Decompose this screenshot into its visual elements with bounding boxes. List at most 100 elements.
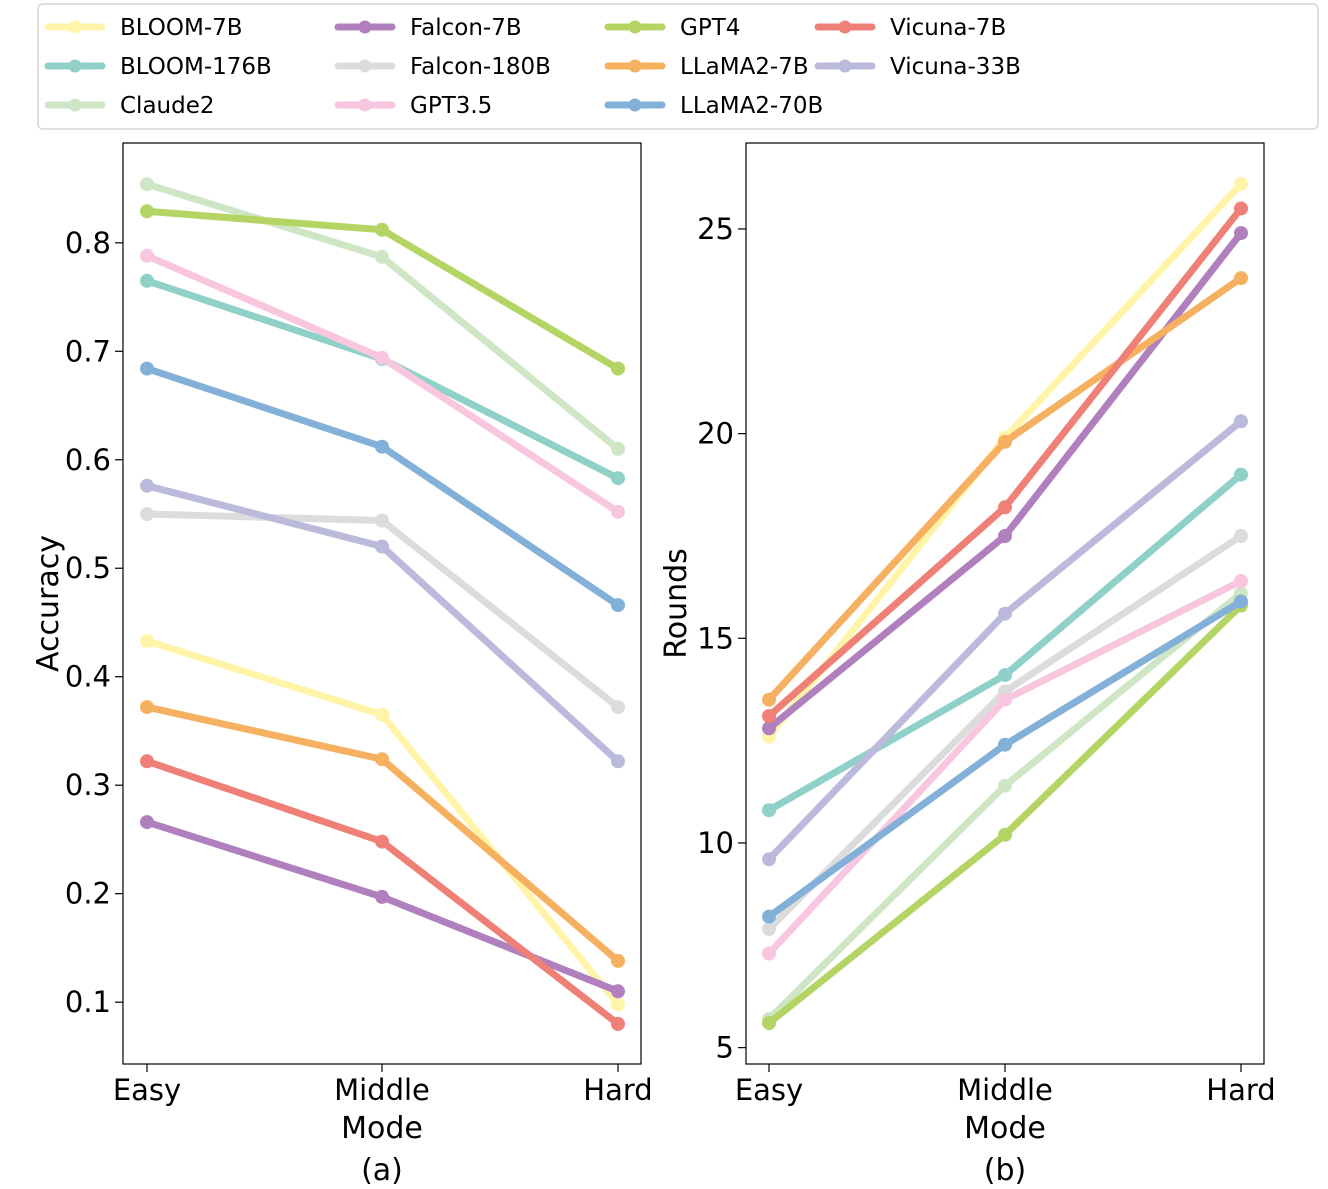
data-point [611,1016,625,1031]
series-llama2-70b [140,361,625,613]
legend-item-falcon-7b: Falcon-7B [334,15,522,41]
data-point [998,434,1012,449]
legend-swatch-marker [358,59,372,73]
data-point [762,803,776,818]
accuracy-panel: 0.1 0.2 0.3 0.4 0.5 0.6 0.7 0.8 Easy Middle Hard Mo… [31,142,653,1188]
data-point [998,668,1012,683]
data-point [611,504,625,519]
data-point [998,606,1012,621]
data-point [1234,176,1248,191]
data-point [611,471,625,486]
data-point [375,539,389,554]
series-gpt4 [140,204,625,376]
series-line [143,365,622,609]
legend-swatch-marker [358,98,372,112]
y-axis-title: Rounds [659,548,694,659]
x-tick-label: Hard [1206,1073,1275,1107]
data-point [998,778,1012,793]
data-point [140,633,154,648]
legend: BLOOM-7B BLOOM-176B Claude2 Falcon-7B Falcon… [37,3,1319,130]
legend-swatch-marker [68,20,82,34]
series-bloom-7b [140,633,625,1012]
series-llama2-7b [140,700,625,968]
x-axis-title: Mode [964,1111,1046,1146]
data-point [762,909,776,924]
data-point [375,350,389,365]
legend-item-gpt3-5: GPT3.5 [334,93,492,119]
legend-swatch-marker [628,98,642,112]
y-tick-label: 0.3 [65,768,111,802]
data-point [762,709,776,724]
data-point [1234,201,1248,216]
data-point [140,754,154,769]
series-llama2-7b [762,271,1248,707]
data-point [1234,271,1248,286]
x-axis-title: Mode [341,1111,423,1146]
y-tick-label: 15 [697,621,734,655]
subfigure-caption: (a) [361,1153,403,1188]
data-point [375,707,389,722]
data-point [611,441,625,456]
data-point [140,248,154,263]
series-llama2-70b [762,594,1248,924]
legend-item-llama2-7b: LLaMA2-7B [604,54,809,80]
legend-swatch-marker [628,59,642,73]
series-line [765,205,1245,720]
series-line [143,252,622,516]
data-point [1234,529,1248,543]
legend-item-claude2: Claude2 [44,93,215,119]
data-point [998,827,1012,842]
series-vicuna-7b [762,201,1248,724]
legend-item-vicuna-33b: Vicuna-33B [814,54,1021,80]
y-tick-label: 20 [697,417,734,451]
legend-frame [37,3,1319,130]
series-gpt3-5 [140,248,625,519]
data-point [611,997,625,1012]
data-point [762,721,776,736]
legend-swatch-marker [838,59,852,73]
series-bloom-176b [762,467,1248,818]
data-point [140,507,154,521]
data-point [140,273,154,288]
legend-label: GPT4 [680,15,740,41]
y-tick-label: 0.1 [65,985,111,1019]
legend-item-vicuna-7b: Vicuna-7B [814,15,1006,41]
data-point [140,700,154,715]
y-tick-label: 0.7 [65,334,111,368]
y-tick-label: 0.6 [65,443,111,477]
y-axis-title: Accuracy [31,535,66,672]
series-line [765,417,1245,863]
y-tick-label: 0.4 [65,660,111,694]
data-point [375,834,389,849]
legend-item-bloom-176b: BLOOM-176B [44,54,272,80]
data-point [998,529,1012,543]
data-point [140,204,154,219]
series-vicuna-33b [140,478,625,769]
legend-swatch-marker [68,98,82,112]
data-point [611,754,625,769]
series-group [762,176,1248,1031]
data-point [375,222,389,237]
legend-label: Vicuna-33B [890,54,1021,80]
data-point [1234,574,1248,588]
data-point [375,513,389,528]
legend-swatch-marker [68,59,82,73]
data-point [762,946,776,961]
series-vicuna-33b [762,414,1248,867]
data-point [1234,226,1248,241]
data-point [140,361,154,376]
data-point [611,361,625,376]
legend-label: BLOOM-176B [120,54,272,80]
y-tick-label: 10 [697,826,734,860]
series-gpt4 [762,598,1248,1031]
x-tick-label: Middle [334,1073,430,1107]
x-tick-label: Easy [735,1073,803,1107]
legend-label: BLOOM-7B [120,15,243,41]
legend-label: Vicuna-7B [890,15,1006,41]
series-group [140,177,625,1031]
series-falcon-180b [140,507,625,715]
data-point [375,889,389,904]
series-vicuna-7b [140,754,625,1031]
legend-item-llama2-70b: LLaMA2-70B [604,93,823,119]
